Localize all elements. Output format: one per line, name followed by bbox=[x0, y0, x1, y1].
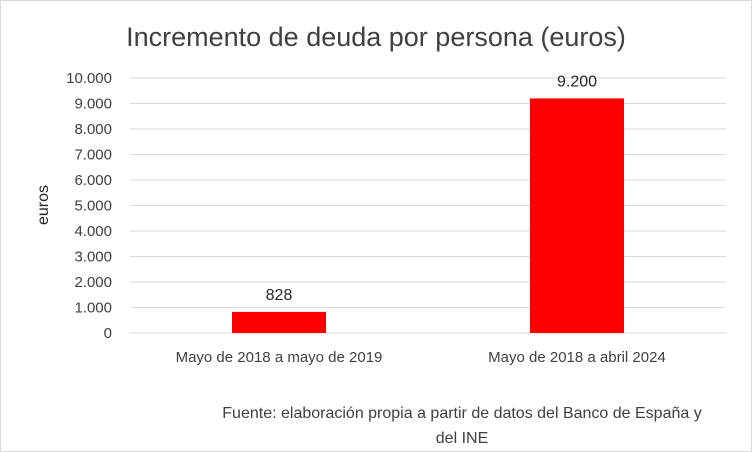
y-tick-label: 6.000 bbox=[74, 172, 112, 189]
source-line-2: del INE bbox=[436, 430, 488, 447]
chart-title: Incremento de deuda por persona (euros) bbox=[126, 22, 626, 52]
y-tick-label: 2.000 bbox=[74, 274, 112, 291]
x-axis-labels: Mayo de 2018 a mayo de 2019 Mayo de 2018 … bbox=[176, 349, 666, 366]
bars bbox=[232, 98, 624, 334]
x-tick-label: Mayo de 2018 a abril 2024 bbox=[488, 349, 666, 366]
y-axis-ticks: 0 1.000 2.000 3.000 4.000 5.000 6.000 7.000 8.00… bbox=[66, 70, 112, 342]
y-tick-label: 10.000 bbox=[66, 70, 112, 87]
bar bbox=[232, 311, 326, 333]
y-axis-title: euros bbox=[35, 185, 52, 225]
y-tick-label: 4.000 bbox=[74, 223, 112, 240]
y-tick-label: 1.000 bbox=[74, 300, 112, 317]
y-tick-label: 7.000 bbox=[74, 147, 112, 164]
y-tick-label: 0 bbox=[104, 325, 112, 342]
data-labels: 828 9.200 bbox=[266, 73, 597, 303]
bar bbox=[530, 98, 624, 334]
source-line-1: Fuente: elaboración propia a partir de d… bbox=[222, 405, 701, 422]
y-tick-label: 5.000 bbox=[74, 198, 112, 215]
y-tick-label: 8.000 bbox=[74, 121, 112, 138]
gridlines bbox=[130, 77, 726, 334]
data-label: 9.200 bbox=[557, 73, 597, 90]
data-label: 828 bbox=[266, 287, 293, 304]
x-tick-label: Mayo de 2018 a mayo de 2019 bbox=[176, 349, 383, 366]
y-tick-label: 9.000 bbox=[74, 96, 112, 113]
y-tick-label: 3.000 bbox=[74, 249, 112, 266]
